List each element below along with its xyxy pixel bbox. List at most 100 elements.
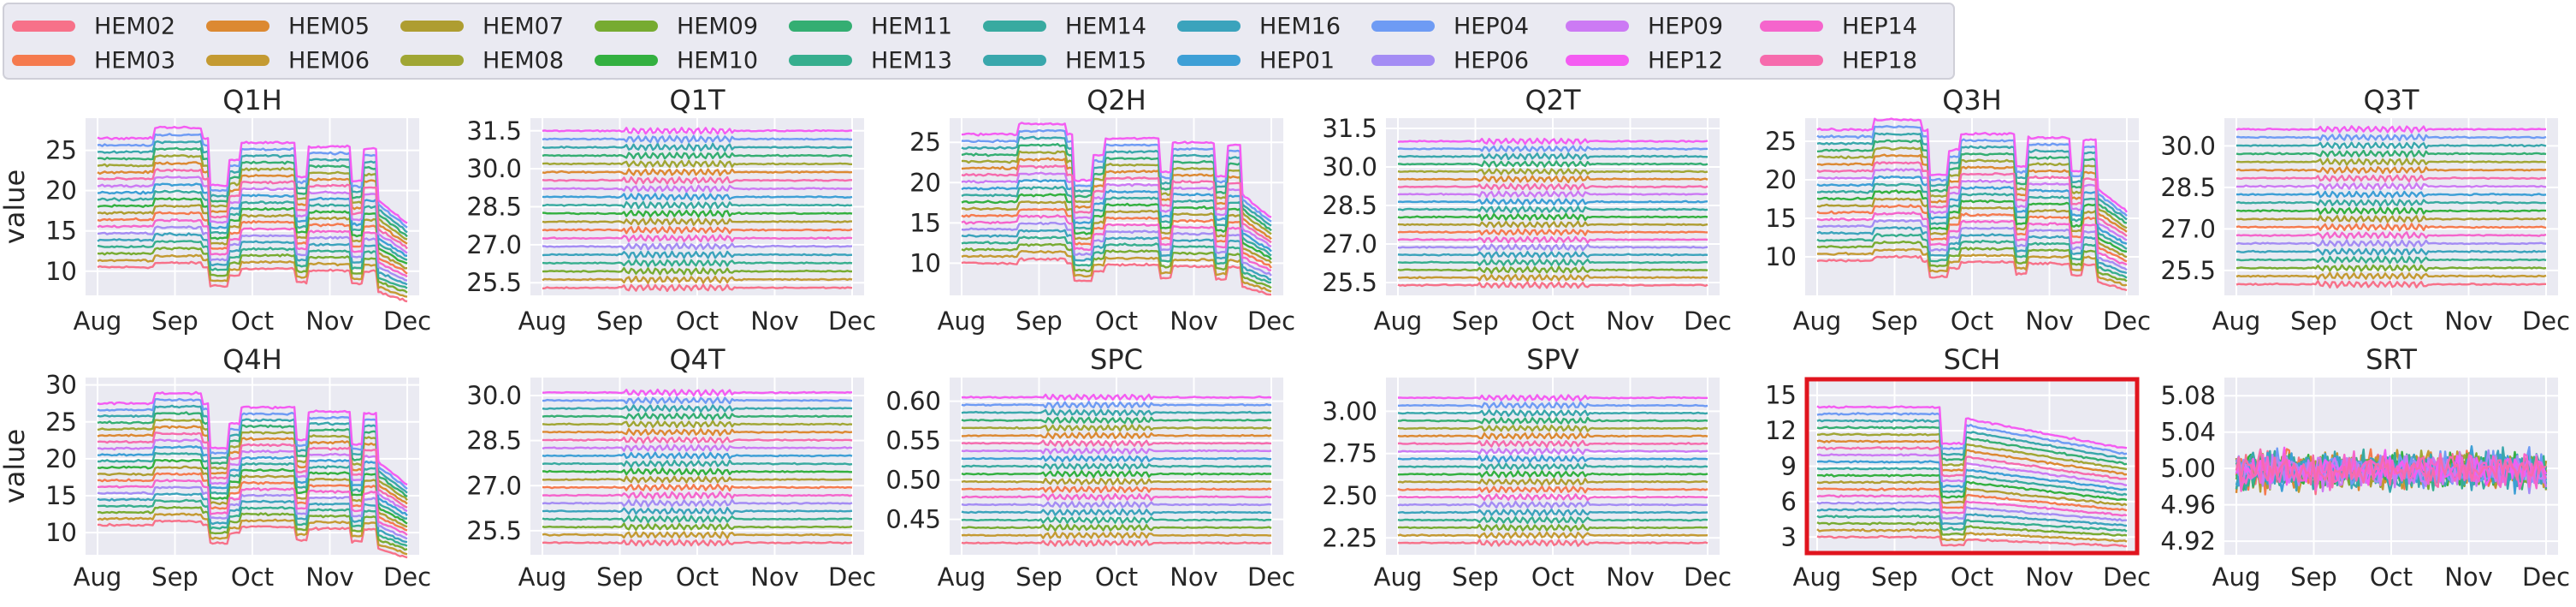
- series-line-hem07: [1397, 478, 1708, 486]
- y-tick-label: 30.0: [466, 154, 522, 183]
- series-line-hep09: [961, 171, 1272, 248]
- y-tick-label: 4.92: [2160, 527, 2216, 556]
- legend-item: HEM15: [983, 48, 1146, 74]
- series-line-hep12: [542, 388, 853, 397]
- legend-label: HEM05: [288, 14, 370, 40]
- legend-label: HEP12: [1648, 48, 1723, 74]
- legend-label: HEM13: [871, 48, 952, 74]
- series-line-hep14: [1397, 235, 1708, 244]
- series-line-hem16: [542, 507, 853, 515]
- panel-title: Q3H: [1942, 84, 2002, 116]
- series-line-hem08: [961, 150, 1272, 235]
- series-line-hem03: [1816, 204, 2128, 263]
- series-line-hep12: [97, 125, 408, 224]
- legend-frame: [3, 3, 1955, 80]
- legend-label: HEM16: [1259, 14, 1341, 40]
- y-tick-label: 25.5: [466, 268, 522, 297]
- series-line-hem02: [2235, 280, 2546, 289]
- panel-title: Q1H: [222, 84, 282, 116]
- series-line-hem16: [961, 508, 1272, 516]
- series-line-hem10: [2235, 206, 2547, 215]
- series-line-hep06: [961, 501, 1272, 509]
- series-line-hem13: [97, 498, 408, 547]
- series-line-hep12: [1816, 405, 2128, 449]
- x-tick-label: Nov: [1170, 562, 1218, 592]
- y-tick-label: 9: [1781, 452, 1797, 481]
- x-tick-label: Nov: [1606, 306, 1655, 336]
- series-line-hem11: [2235, 149, 2547, 158]
- panel-title: Q3T: [2363, 84, 2419, 116]
- series-line-hep14: [1816, 494, 2128, 517]
- series-line-hep04: [97, 133, 408, 229]
- series-line-hem15: [542, 142, 853, 152]
- series-line-hem06: [961, 531, 1272, 539]
- series-line-hem07: [542, 475, 853, 484]
- x-tick-label: Sep: [1016, 562, 1063, 592]
- panel-title: SRT: [2366, 343, 2417, 376]
- series-line-hem05: [1397, 431, 1708, 440]
- legend-label: HEP04: [1454, 14, 1529, 40]
- chart-panels: Aug Sep Oct Nov Dec 10 15 20 25 Q1H value Aug Sep Oct…: [0, 84, 2570, 592]
- series-line-hem03: [2235, 223, 2547, 232]
- series-line-hem13: [542, 515, 853, 524]
- x-tick-label: Dec: [828, 306, 876, 336]
- series-line-hep09: [1816, 453, 2128, 486]
- panel-title: Q4T: [669, 343, 725, 376]
- y-tick-label: 6: [1781, 487, 1797, 516]
- y-tick-label: 5.00: [2160, 454, 2216, 483]
- series-line-hem06: [1817, 247, 2128, 287]
- series-line-hem08: [97, 154, 408, 241]
- series-line-hem08: [1397, 424, 1708, 432]
- panel-q3h: Aug Sep Oct Nov Dec 10 15 20 25 Q3H: [1765, 84, 2151, 336]
- y-tick-label: 15: [1765, 204, 1797, 233]
- legend-swatch: [595, 21, 658, 32]
- series-line-hem11: [542, 152, 853, 160]
- x-tick-label: Oct: [231, 306, 274, 336]
- series-line-hep06: [1816, 219, 2128, 271]
- series-line-hem11: [1816, 425, 2128, 466]
- x-tick-label: Aug: [74, 306, 122, 336]
- series-line-hem11: [1398, 416, 1708, 425]
- panel-title: Q2H: [1087, 84, 1146, 116]
- series-line-hem10: [97, 459, 408, 525]
- series-line-hem15: [542, 404, 853, 413]
- x-tick-label: Oct: [231, 562, 274, 592]
- series-line-hem13: [542, 259, 853, 268]
- series-line-hep04: [1397, 401, 1708, 410]
- x-tick-label: Dec: [1247, 562, 1295, 592]
- series-line-hem08: [542, 420, 853, 429]
- series-line-hem09: [961, 523, 1272, 532]
- series-line-hem10: [1397, 470, 1708, 479]
- legend-item: HEP01: [1177, 48, 1335, 74]
- series-line-hem03: [961, 485, 1272, 494]
- series-line-hep18: [542, 436, 853, 444]
- y-tick-label: 27.0: [466, 471, 522, 500]
- series-line-hem13: [1397, 515, 1708, 525]
- series-line-hem09: [97, 505, 408, 551]
- y-tick-label: 0.60: [885, 387, 941, 416]
- x-tick-label: Oct: [1531, 306, 1574, 336]
- series-line-hem16: [1397, 251, 1708, 259]
- legend-item: HEP04: [1371, 14, 1529, 40]
- series-line-hep04: [542, 396, 853, 405]
- series-line-hem13: [961, 235, 1272, 284]
- series-line-hep14: [97, 479, 408, 536]
- y-tick-label: 15: [45, 217, 77, 246]
- x-tick-label: Dec: [1684, 562, 1732, 592]
- series-line-hem16: [1816, 507, 2128, 527]
- x-tick-label: Dec: [828, 562, 876, 592]
- x-tick-label: Aug: [1374, 306, 1423, 336]
- series-line-hem11: [97, 411, 408, 498]
- y-axis-label: value: [0, 429, 31, 503]
- series-line-hem07: [1816, 197, 2128, 259]
- series-line-hem14: [97, 452, 408, 520]
- series-line-hem16: [97, 232, 408, 286]
- series-line-hep18: [1397, 182, 1708, 191]
- series-line-hem09: [1816, 521, 2128, 537]
- series-line-hep06: [542, 498, 853, 508]
- x-tick-label: Nov: [2025, 306, 2074, 336]
- legend-item: HEM14: [983, 14, 1146, 40]
- legend-label: HEM09: [677, 14, 758, 40]
- x-tick-label: Nov: [305, 562, 354, 592]
- panel-title: Q4H: [222, 343, 282, 376]
